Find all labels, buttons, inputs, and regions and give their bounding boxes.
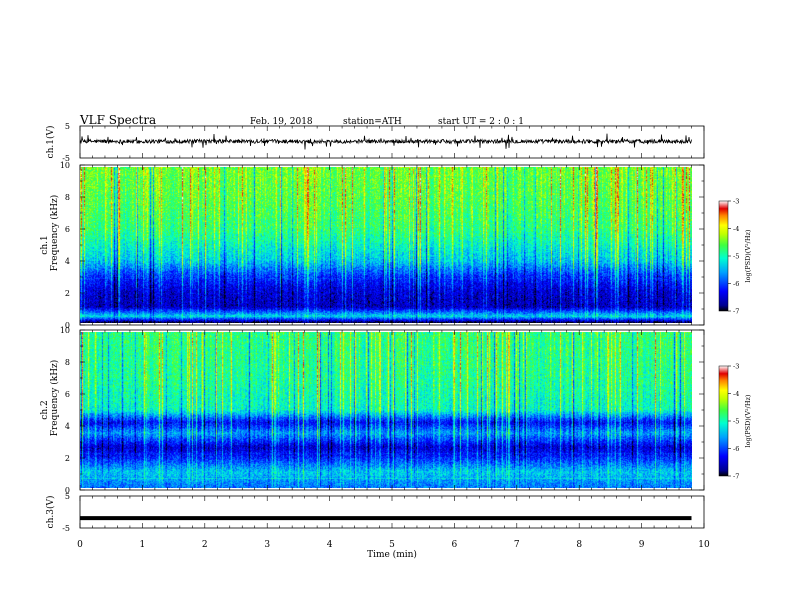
colorbar-tick-label: -5 [733,253,739,261]
station-label: station=ATH [343,117,402,127]
colorbar-tick-label: -3 [733,198,739,206]
colorbar-tick-label: -7 [733,473,739,481]
start-time-label: start UT = 2 : 0 : 1 [438,117,524,127]
x-tick-label: 7 [514,540,520,550]
ch1-colorbar-scale [718,200,729,312]
ch1-ytick-top: 5 [65,122,70,131]
ch1-waveform-panel: 5 -5 ch.1(V) [45,122,705,163]
ch1-spectrogram-heatmap [80,167,692,323]
ch2-spectrogram-ylabel-freq: Frequency (kHz) [49,360,60,437]
x-tick-label: 8 [576,540,582,550]
ch3-ytick-top: 5 [65,492,70,501]
y-tick-label: 0 [65,486,70,495]
colorbar-tick-label: -7 [733,308,739,316]
ch2-spectrogram-panel: ch.2 Frequency (kHz) [40,329,705,491]
colorbar-tick-label: -5 [733,418,739,426]
y-tick-label: 6 [65,390,70,399]
ch2-spectrogram-ylabel-channel: ch.2 [40,400,50,419]
colorbar-tick-label: -6 [733,445,739,453]
ch1-ytick-bottom: -5 [62,154,70,163]
ch2-colorbar-label: log(PSD)(V²/Hz) [744,394,752,447]
date-label: Feb. 19, 2018 [250,117,313,127]
colorbar-tick-label: -6 [733,280,739,288]
x-tick-label: 5 [389,540,395,550]
y-tick-label: 10 [60,161,70,170]
x-tick-label: 1 [140,540,146,550]
ch1-spectrogram-ylabel-freq: Frequency (kHz) [49,195,60,272]
colorbar-tick-label: -4 [733,225,739,233]
ch1-spectrogram-ylabel-channel: ch.1 [40,235,50,254]
ch3-ytick-bottom: -5 [62,524,70,533]
x-tick-label: 4 [327,540,333,550]
colorbar-tick-label: -3 [733,363,739,371]
ch1-waveform-trace [79,133,692,150]
y-tick-label: 8 [65,193,70,202]
y-tick-label: 4 [65,422,70,431]
y-tick-label: 4 [65,257,70,266]
x-tick-label: 0 [77,540,83,550]
y-tick-label: 0 [65,321,70,330]
colorbar-ticks: -3 -4 -5 -6 -7 -3 -4 -5 -6 -7 [728,198,739,481]
x-axis-label: Time (min) [367,549,417,560]
figure-title: VLF Spectra [79,113,156,127]
ch3-waveform-panel: 5 -5 ch.3(V) [45,492,705,533]
y-tick-label: 8 [65,358,70,367]
axis-ticks [79,126,705,528]
ch1-waveform-ylabel: ch.1(V) [45,126,56,159]
x-tick-label: 6 [452,540,458,550]
x-tick-label: 10 [698,540,710,550]
x-tick-label: 9 [639,540,645,550]
y-tick-label: 2 [65,289,70,298]
ch2-spectrogram-heatmap [80,332,692,488]
ch1-colorbar-label: log(PSD)(V²/Hz) [744,229,752,282]
ch2-colorbar-scale [718,365,729,477]
x-tick-label: 3 [264,540,270,550]
ch3-waveform-ylabel: ch.3(V) [45,496,56,529]
y-tick-label: 10 [60,326,70,335]
x-tick-label: 2 [202,540,208,550]
y-tick-label: 2 [65,454,70,463]
colorbar-tick-label: -4 [733,390,739,398]
y-tick-label: 6 [65,225,70,234]
ch1-spectrogram-panel: ch.1 Frequency (kHz) [40,164,705,326]
